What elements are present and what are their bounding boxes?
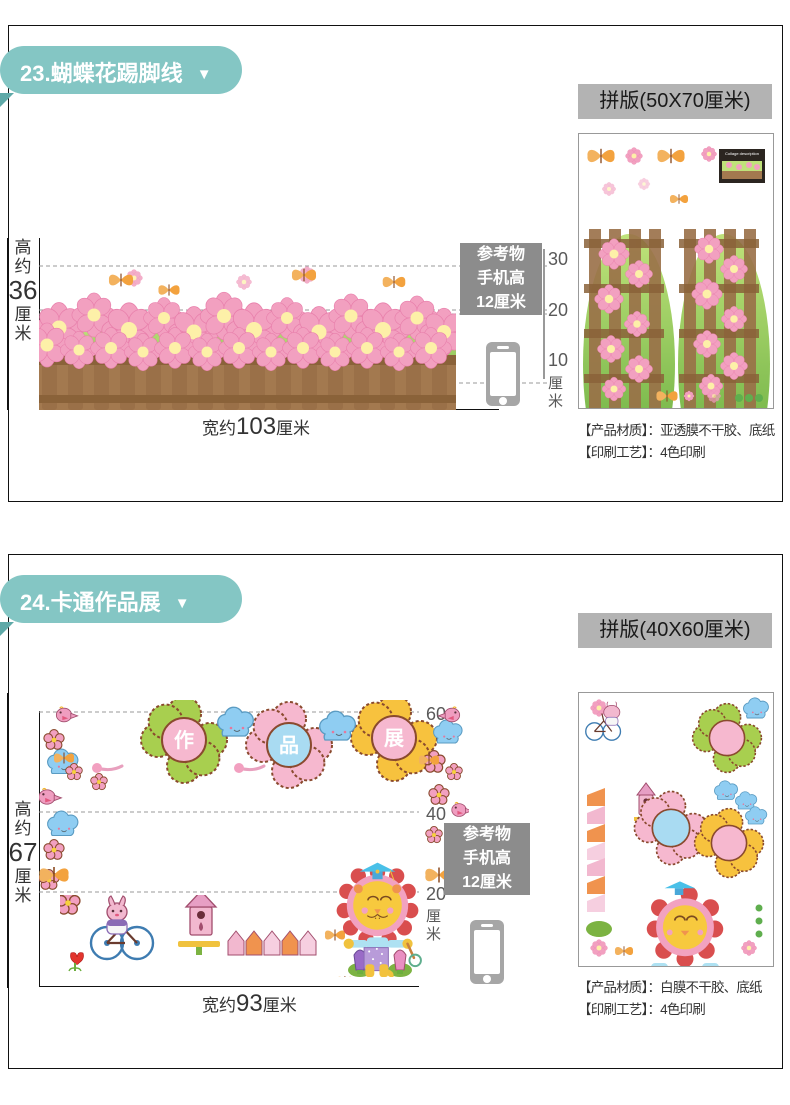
svg-text:Collage description: Collage description [725, 151, 759, 156]
svg-text:作: 作 [174, 728, 194, 752]
svg-text:展: 展 [384, 728, 404, 750]
svg-text:品: 品 [279, 734, 299, 757]
